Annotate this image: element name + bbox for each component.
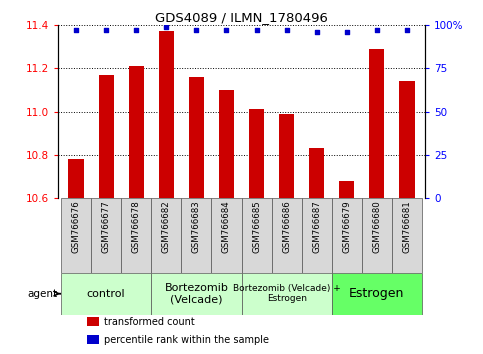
Bar: [151, 198, 181, 273]
Bar: [249, 109, 264, 198]
Point: [373, 27, 381, 33]
Text: GSM766682: GSM766682: [162, 200, 171, 253]
Bar: [332, 198, 362, 273]
Point: [283, 27, 290, 33]
Bar: [242, 273, 332, 315]
Point: [72, 27, 80, 33]
Bar: [392, 198, 422, 273]
Text: GSM766676: GSM766676: [71, 200, 81, 253]
Bar: [87, 316, 99, 326]
Text: GSM766677: GSM766677: [101, 200, 111, 253]
Bar: [61, 198, 91, 273]
Text: GSM766685: GSM766685: [252, 200, 261, 253]
Text: Bortezomib (Velcade) +
Estrogen: Bortezomib (Velcade) + Estrogen: [233, 284, 341, 303]
Bar: [181, 198, 212, 273]
Point: [403, 27, 411, 33]
Point: [193, 27, 200, 33]
Bar: [302, 198, 332, 273]
Bar: [99, 75, 114, 198]
Text: GSM766687: GSM766687: [312, 200, 321, 253]
Bar: [332, 273, 422, 315]
Point: [313, 29, 321, 35]
Bar: [362, 198, 392, 273]
Bar: [151, 273, 242, 315]
Bar: [219, 90, 234, 198]
Point: [223, 27, 230, 33]
Text: GSM766679: GSM766679: [342, 200, 351, 253]
Text: GSM766683: GSM766683: [192, 200, 201, 253]
Text: GSM766681: GSM766681: [402, 200, 412, 253]
Title: GDS4089 / ILMN_1780496: GDS4089 / ILMN_1780496: [155, 11, 328, 24]
Text: Estrogen: Estrogen: [349, 287, 405, 300]
Bar: [91, 198, 121, 273]
Bar: [271, 198, 302, 273]
Bar: [399, 81, 414, 198]
Bar: [189, 77, 204, 198]
Text: GSM766678: GSM766678: [132, 200, 141, 253]
Text: GSM766684: GSM766684: [222, 200, 231, 253]
Point: [102, 27, 110, 33]
Text: control: control: [87, 289, 126, 299]
Point: [343, 29, 351, 35]
Point: [253, 27, 260, 33]
Text: GSM766686: GSM766686: [282, 200, 291, 253]
Point: [162, 24, 170, 29]
Text: agent: agent: [27, 289, 57, 299]
Text: Bortezomib
(Velcade): Bortezomib (Velcade): [164, 283, 228, 304]
Text: percentile rank within the sample: percentile rank within the sample: [104, 335, 269, 345]
Text: GSM766680: GSM766680: [372, 200, 382, 253]
Bar: [121, 198, 151, 273]
Bar: [309, 148, 324, 198]
Bar: [369, 48, 384, 198]
Bar: [339, 181, 355, 198]
Bar: [159, 31, 174, 198]
Text: transformed count: transformed count: [104, 317, 195, 327]
Bar: [212, 198, 242, 273]
Bar: [61, 273, 151, 315]
Point: [132, 27, 140, 33]
Bar: [128, 66, 144, 198]
Bar: [69, 159, 84, 198]
Bar: [242, 198, 271, 273]
Bar: [87, 335, 99, 344]
Bar: [279, 114, 294, 198]
